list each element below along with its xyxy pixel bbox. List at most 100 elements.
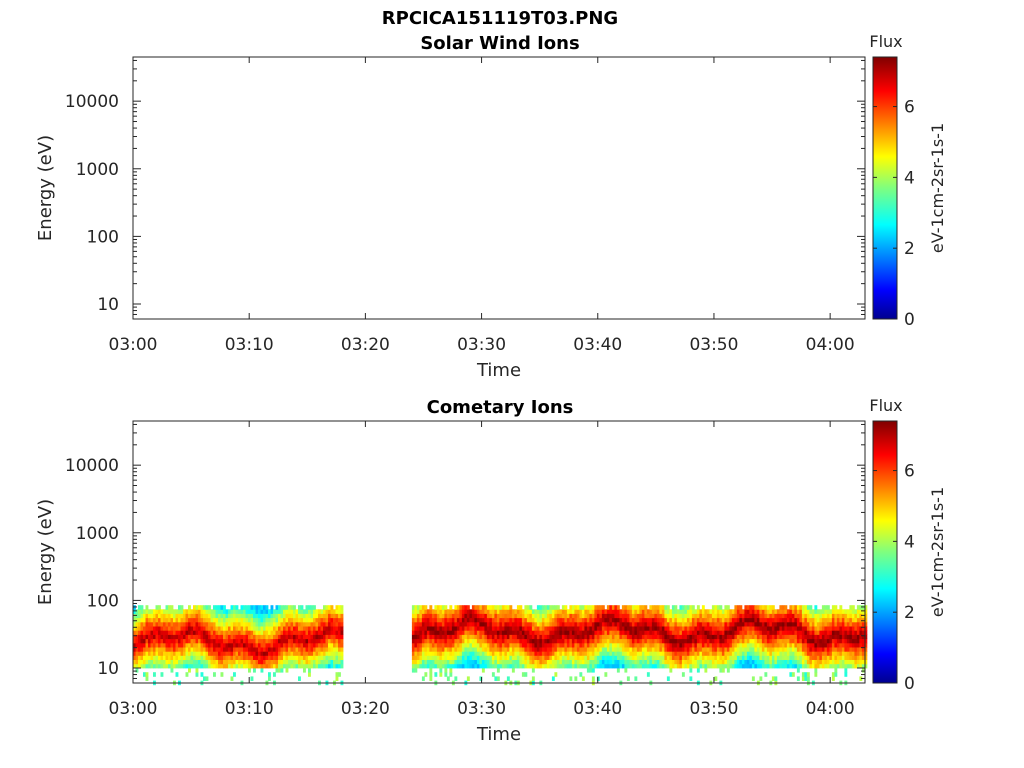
spectrogram-cell — [280, 638, 284, 644]
spectrogram-cell — [824, 617, 828, 623]
spectrogram-cell — [611, 613, 615, 619]
spectrogram-cell — [486, 626, 490, 631]
spectrogram-cell — [295, 617, 299, 623]
spectrogram-cell — [215, 621, 219, 627]
spectrogram-cell — [574, 676, 578, 681]
spectrogram-cell — [756, 609, 760, 614]
colorbar-title: Flux — [869, 396, 902, 415]
spectrogram-cell — [666, 617, 670, 623]
spectrogram-cell — [200, 613, 204, 619]
spectrogram-cell — [766, 630, 770, 635]
spectrogram-cell — [691, 630, 695, 635]
spectrogram-cell — [165, 626, 169, 631]
spectrogram-cell — [616, 659, 620, 665]
spectrogram-cell — [726, 613, 730, 619]
spectrogram-cell — [416, 659, 420, 665]
spectrogram-cell — [606, 663, 610, 669]
spectrogram-cell — [676, 642, 680, 648]
spectrogram-cell — [429, 634, 433, 640]
spectrogram-cell — [851, 638, 855, 644]
spectrogram-cell — [596, 659, 600, 665]
spectrogram-cell — [621, 638, 625, 644]
spectrogram-cell — [774, 659, 778, 665]
spectrogram-cell — [198, 638, 201, 644]
spectrogram-cell — [786, 651, 790, 656]
spectrogram-cell — [844, 638, 848, 644]
spectrogram-cell — [424, 663, 428, 669]
spectrogram-cell — [846, 647, 850, 652]
spectrogram-cell — [519, 621, 523, 627]
spectrogram-cell — [791, 605, 795, 610]
spectrogram-cell — [606, 630, 610, 635]
spectrogram-cell — [704, 630, 708, 635]
spectrogram-cell — [158, 617, 161, 623]
spectrogram-cell — [160, 613, 164, 619]
spectrogram-cell — [791, 663, 795, 669]
spectrogram-cell — [616, 626, 620, 631]
spectrogram-cell — [436, 630, 440, 635]
spectrogram-cell — [544, 651, 548, 656]
spectrogram-cell — [831, 630, 835, 635]
spectrogram-cell — [499, 630, 503, 635]
spectrogram-cell — [634, 647, 638, 652]
spectrogram-cell — [554, 655, 558, 660]
spectrogram-cell — [514, 659, 518, 665]
spectrogram-cell — [641, 621, 645, 627]
spectrogram-cell — [200, 621, 204, 627]
spectrogram-cell — [789, 672, 793, 677]
spectrogram-cell — [586, 659, 590, 665]
spectrogram-cell — [799, 651, 803, 656]
spectrogram-cell — [449, 638, 453, 644]
spectrogram-cell — [779, 651, 783, 656]
spectrogram-cell — [804, 647, 808, 652]
spectrogram-cell — [481, 651, 485, 656]
spectrogram-cell — [736, 651, 740, 656]
spectrogram-cell — [466, 642, 470, 648]
spectrogram-cell — [446, 626, 450, 631]
spectrogram-cell — [624, 609, 628, 614]
spectrogram-cell — [681, 634, 685, 640]
spectrogram-cell — [601, 651, 605, 656]
spectrogram-cell — [624, 655, 628, 660]
spectrogram-cell — [330, 634, 334, 640]
spectrogram-cell — [549, 609, 553, 614]
spectrogram-cell — [300, 613, 304, 619]
spectrogram-cell — [511, 613, 515, 619]
spectrogram-cell — [646, 672, 650, 677]
spectrogram-cell — [581, 617, 585, 623]
spectrogram-cell — [739, 605, 743, 610]
spectrogram-cell — [223, 659, 226, 665]
spectrogram-cell — [614, 605, 618, 610]
spectrogram-cell — [771, 647, 775, 652]
spectrogram-cell — [804, 617, 808, 623]
spectrogram-cell — [496, 642, 500, 648]
spectrogram-cell — [594, 626, 598, 631]
spectrogram-cell — [684, 609, 688, 614]
spectrogram-cell — [541, 626, 545, 631]
spectrogram-cell — [761, 655, 765, 660]
spectrogram-cell — [486, 659, 490, 665]
spectrogram-cell — [250, 626, 254, 631]
spectrogram-cell — [631, 638, 635, 644]
x-tick-label: 03:50 — [689, 699, 738, 719]
spectrogram-cell — [270, 663, 274, 669]
spectrogram-cell — [484, 621, 488, 627]
spectrogram-cell — [634, 642, 638, 648]
spectrogram-cell — [634, 626, 638, 631]
spectrogram-cell — [481, 655, 485, 660]
spectrogram-cell — [444, 626, 448, 631]
spectrogram-cell — [509, 626, 513, 631]
spectrogram-cell — [449, 613, 453, 619]
spectrogram-cell — [821, 609, 825, 614]
spectrogram-cell — [771, 605, 775, 610]
spectrogram-cell — [318, 638, 321, 644]
spectrogram-cell — [661, 642, 665, 648]
spectrogram-cell — [210, 642, 214, 648]
spectrogram-cell — [666, 634, 670, 640]
spectrogram-cell — [298, 634, 301, 640]
spectrogram-cell — [444, 672, 448, 677]
spectrogram-cell — [601, 617, 605, 623]
spectrogram-cell — [476, 621, 480, 627]
spectrogram-cell — [298, 659, 301, 665]
spectrogram-cell — [674, 617, 678, 623]
